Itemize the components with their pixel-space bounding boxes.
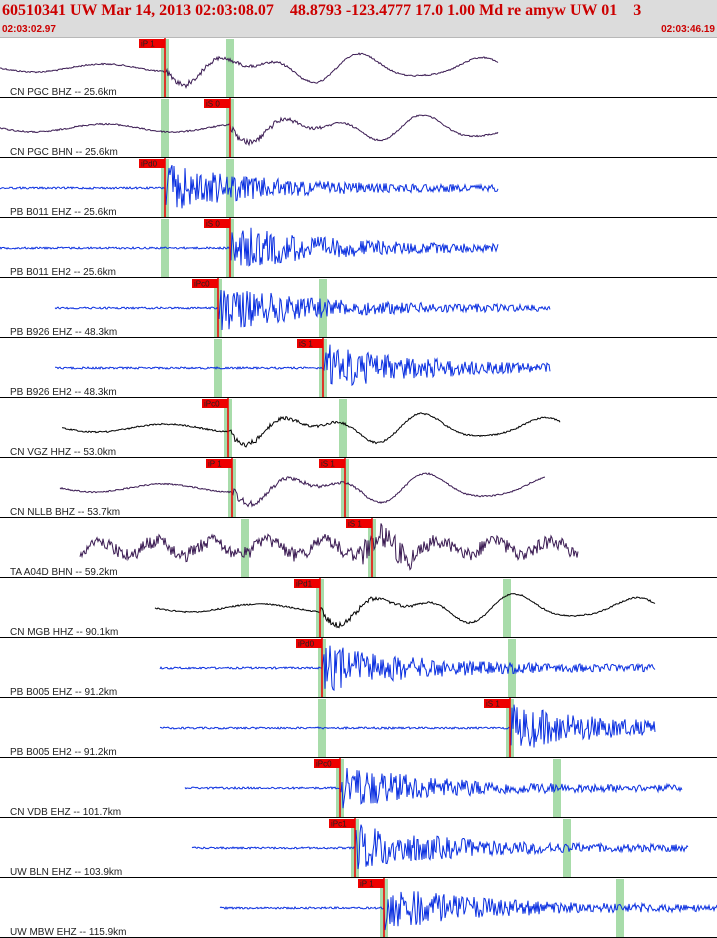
station-label: CN VDB EHZ -- 101.7km <box>10 807 121 818</box>
pick-label: iP 1 <box>141 40 155 49</box>
pick-box <box>206 459 232 468</box>
trace-row[interactable]: iS 1 PB B005 EH2 -- 91.2km <box>0 698 717 758</box>
pick-box <box>314 759 340 768</box>
pick-box <box>204 99 230 108</box>
pick-label: iS 1 <box>321 460 335 469</box>
trace-row[interactable]: iS 1 PB B926 EH2 -- 48.3km <box>0 338 717 398</box>
marker-band <box>226 39 234 97</box>
station-label: PB B926 EH2 -- 48.3km <box>10 387 117 398</box>
pick-box <box>346 519 372 528</box>
marker-band <box>503 579 511 637</box>
trace-row[interactable]: iPc1 UW BLN EHZ -- 103.9km <box>0 818 717 878</box>
trace-row[interactable]: iPc0 CN VGZ HHZ -- 53.0km <box>0 398 717 458</box>
waveform <box>0 165 499 209</box>
trace-row[interactable]: iPd0 PB B005 EHZ -- 91.2km <box>0 638 717 698</box>
pick-box <box>192 279 218 288</box>
trace-row[interactable]: iS 1 TA A04D BHN -- 59.2km <box>0 518 717 578</box>
station-label: TA A04D BHN -- 59.2km <box>10 567 118 578</box>
station-label: PB B005 EHZ -- 91.2km <box>10 687 117 698</box>
pick-label: iP 1 <box>360 880 374 889</box>
pick-box <box>484 699 510 708</box>
pick-box <box>139 39 165 48</box>
pick-label: iPc0 <box>316 760 332 769</box>
trace-row[interactable]: iP 1 iS 1 CN NLLB BHZ -- 53.7km <box>0 458 717 518</box>
pick-label: iS 1 <box>348 520 362 529</box>
trace-row[interactable]: iP 1 CN PGC BHZ -- 25.6km <box>0 38 717 98</box>
pick-label: iPd1 <box>296 580 313 589</box>
event-header: 60510341 UW Mar 14, 2013 02:03:08.07 48.… <box>0 0 717 38</box>
station-label: CN MGB HHZ -- 90.1km <box>10 627 118 638</box>
pick-box <box>139 159 165 168</box>
waveform <box>0 114 499 147</box>
station-label: CN PGC BHZ -- 25.6km <box>10 87 117 98</box>
pick-box <box>296 639 322 648</box>
pick-box <box>202 399 228 408</box>
waveform <box>54 344 551 387</box>
station-label: UW BLN EHZ -- 103.9km <box>10 867 122 878</box>
waveform <box>154 593 656 629</box>
pick-box <box>319 459 345 468</box>
station-label: PB B011 EH2 -- 25.6km <box>10 267 116 278</box>
waveform <box>0 227 499 267</box>
time-start-label: 02:03:02.97 <box>2 24 56 35</box>
trace-row[interactable]: iPd1 CN MGB HHZ -- 90.1km <box>0 578 717 638</box>
waveform <box>59 472 546 508</box>
trace-row[interactable]: iP 1 UW MBW EHZ -- 115.9km <box>0 878 717 938</box>
pick-box <box>329 819 355 828</box>
station-label: PB B005 EH2 -- 91.2km <box>10 747 117 758</box>
station-label: CN NLLB BHZ -- 53.7km <box>10 507 120 518</box>
pick-box <box>297 339 323 348</box>
trace-row[interactable]: iPc0 PB B926 EHZ -- 48.3km <box>0 278 717 338</box>
station-label: CN VGZ HHZ -- 53.0km <box>10 447 116 458</box>
pick-label: iP 1 <box>208 460 222 469</box>
waveform <box>0 52 499 89</box>
pick-box <box>294 579 320 588</box>
trace-row[interactable]: iS 0 CN PGC BHN -- 25.6km <box>0 98 717 158</box>
pick-label: iPc0 <box>204 400 220 409</box>
waveform <box>184 767 683 809</box>
pick-label: iS 0 <box>206 220 220 229</box>
marker-band <box>616 879 624 937</box>
marker-band <box>563 819 571 877</box>
waveform <box>219 891 717 931</box>
waveform <box>79 523 579 571</box>
waveform <box>159 645 656 692</box>
station-label: UW MBW EHZ -- 115.9km <box>10 927 126 938</box>
pick-label: iPd0 <box>298 640 315 649</box>
marker-band <box>161 219 169 277</box>
marker-band <box>319 279 327 337</box>
pick-label: iS 1 <box>486 700 500 709</box>
waveform <box>54 289 551 331</box>
pick-label: iPd0 <box>141 160 158 169</box>
pick-box <box>358 879 384 888</box>
waveform <box>159 704 656 748</box>
trace-row[interactable]: iPc0 CN VDB EHZ -- 101.7km <box>0 758 717 818</box>
station-label: PB B011 EHZ -- 25.6km <box>10 207 117 218</box>
waveform <box>191 824 689 870</box>
trace-row[interactable]: iPd0 PB B011 EHZ -- 25.6km <box>0 158 717 218</box>
seismogram-panel[interactable]: iP 1 CN PGC BHZ -- 25.6km iS 0 CN PGC BHN -… <box>0 38 717 938</box>
station-label: CN PGC BHN -- 25.6km <box>10 147 118 158</box>
marker-band <box>161 99 169 157</box>
station-label: PB B926 EHZ -- 48.3km <box>10 327 117 338</box>
time-end-label: 02:03:46.19 <box>661 24 715 35</box>
pick-label: iPc1 <box>331 820 347 829</box>
pick-box <box>204 219 230 228</box>
event-title: 60510341 UW Mar 14, 2013 02:03:08.07 48.… <box>2 2 642 19</box>
marker-band <box>339 399 347 457</box>
pick-label: iS 1 <box>299 340 313 349</box>
pick-label: iPc0 <box>194 280 210 289</box>
waveform <box>62 412 561 448</box>
trace-row[interactable]: iS 0 PB B011 EH2 -- 25.6km <box>0 218 717 278</box>
pick-label: iS 0 <box>206 100 220 109</box>
